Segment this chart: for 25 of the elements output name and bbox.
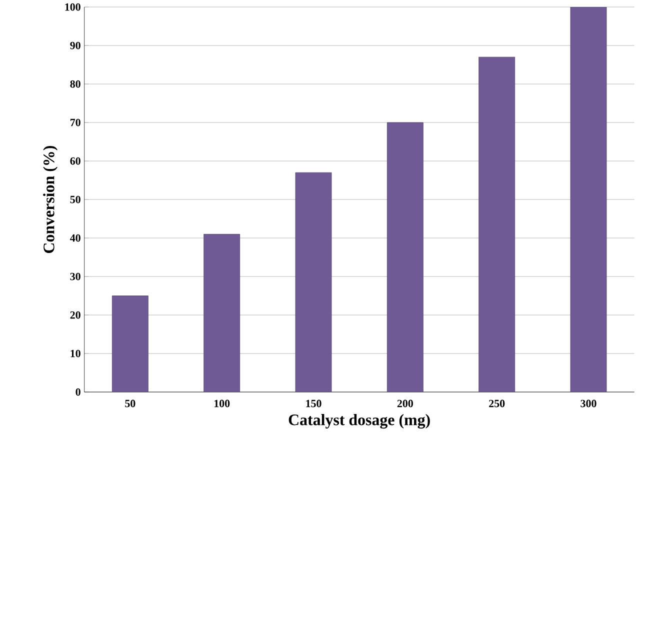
x-tick-label: 200	[397, 400, 413, 408]
bar	[112, 296, 148, 392]
y-tick-label: 40	[70, 234, 80, 242]
y-tick-label: 30	[70, 272, 80, 280]
y-tick-label: 80	[70, 80, 80, 88]
x-tick-label: 150	[306, 400, 322, 408]
bar	[386, 122, 424, 392]
x-tick-label: 300	[580, 400, 596, 408]
bar	[570, 7, 607, 392]
y-tick-label: 20	[70, 311, 80, 319]
y-tick-label: 60	[70, 157, 80, 165]
x-tick-label: 250	[489, 400, 505, 408]
y-tick-label: 10	[70, 350, 80, 358]
y-tick-label: 90	[70, 42, 80, 50]
bar	[295, 172, 332, 392]
y-tick-label: 0	[76, 388, 80, 396]
y-tick-label: 70	[70, 118, 80, 126]
bar	[204, 234, 240, 392]
x-axis-title: Catalyst dosage (mg)	[288, 414, 430, 429]
x-tick-label: 100	[214, 400, 230, 408]
x-tick-label: 50	[125, 400, 136, 408]
bar	[478, 57, 516, 392]
y-tick-label: 100	[65, 3, 80, 11]
y-tick-label: 50	[70, 196, 80, 204]
y-axis-title: Conversion (%)	[43, 146, 58, 254]
